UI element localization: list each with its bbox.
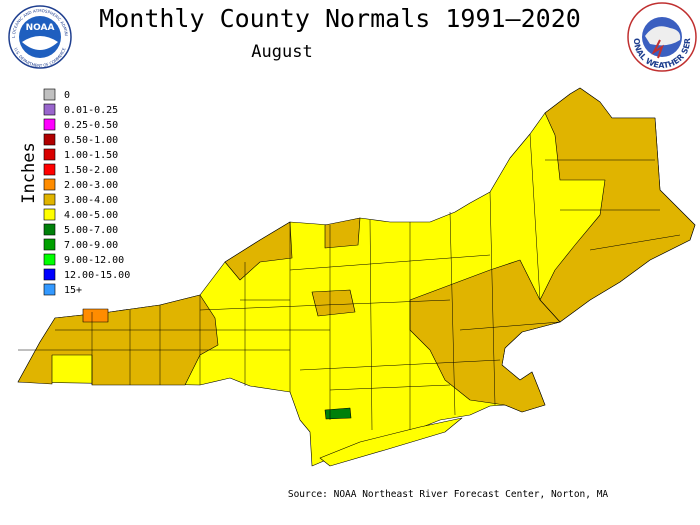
- legend-label: 1.00-1.50: [64, 150, 118, 161]
- legend-title: Inches: [19, 142, 39, 203]
- legend-swatch: [43, 133, 56, 146]
- region-maine: [539, 87, 696, 323]
- legend-swatch: [43, 148, 56, 161]
- legend-label: 4.00-5.00: [64, 210, 118, 221]
- legend-swatch: [43, 163, 56, 176]
- nws-cloud: [645, 26, 681, 46]
- legend-swatch: [43, 88, 56, 101]
- region-new-england: [409, 259, 561, 413]
- legend-label: 15+: [64, 285, 82, 296]
- legend-label: 5.00-7.00: [64, 225, 118, 236]
- legend-label: 1.50-2.00: [64, 165, 118, 176]
- region-green: [324, 407, 352, 420]
- legend-label: 0: [64, 90, 70, 101]
- legend-swatch: [43, 208, 56, 221]
- legend-swatch: [43, 178, 56, 191]
- region-western-ny: [17, 294, 219, 386]
- region-orange: [82, 308, 109, 323]
- legend-swatch: [43, 283, 56, 296]
- legend-label: 9.00-12.00: [64, 255, 124, 266]
- legend-swatch: [43, 223, 56, 236]
- county-map: [17, 87, 696, 467]
- legend-label: 0.01-0.25: [64, 105, 118, 116]
- legend-label: 2.00-3.00: [64, 180, 118, 191]
- legend-label: 0.50-1.00: [64, 135, 118, 146]
- legend-swatch: [43, 253, 56, 266]
- legend-label: 7.00-9.00: [64, 240, 118, 251]
- region-adirondack: [324, 217, 361, 249]
- subtitle: August: [251, 42, 312, 62]
- legend-swatch: [43, 238, 56, 251]
- legend-swatch: [43, 268, 56, 281]
- source: Source: NOAA Northeast River Forecast Ce…: [288, 489, 609, 500]
- nws-bolt: [651, 39, 664, 59]
- noaa-gull: [22, 36, 58, 50]
- county-lines: [18, 133, 681, 431]
- legend: Inches 0 0.01-0.25 0.25-0.50 0.50-1.00 1.00-…: [19, 88, 130, 296]
- region-long-island: [319, 417, 463, 467]
- legend-swatch: [43, 103, 56, 116]
- legend-swatch: [43, 193, 56, 206]
- legend-label: 0.25-0.50: [64, 120, 118, 131]
- noaa-text: NOAA: [26, 23, 55, 33]
- noaa-logo: NOAA NATIONAL OCEANIC AND ATMOSPHERIC AD…: [0, 0, 72, 69]
- region-central-ny: [311, 289, 356, 317]
- legend-swatch: [43, 118, 56, 131]
- legend-label: 3.00-4.00: [64, 195, 118, 206]
- title: Monthly County Normals 1991–2020: [99, 4, 581, 33]
- legend-label: 12.00-15.00: [64, 270, 130, 281]
- region-north-country: [224, 221, 293, 281]
